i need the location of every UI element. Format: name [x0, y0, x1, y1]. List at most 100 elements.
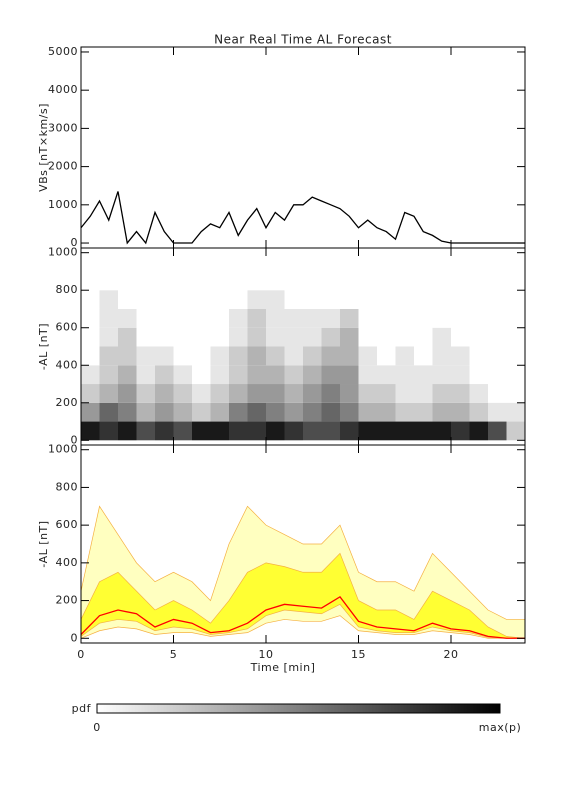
heat-cell	[266, 402, 285, 422]
heat-cell	[247, 308, 266, 328]
heat-cell	[469, 384, 488, 403]
heat-cell	[377, 308, 396, 328]
heat-cell	[247, 327, 266, 347]
heat-cell	[155, 365, 174, 385]
heat-cell	[210, 290, 229, 309]
plot-frame	[80, 444, 526, 644]
heat-cell	[451, 271, 470, 291]
heat-cell	[321, 421, 340, 441]
heat-cell	[155, 290, 174, 309]
heat-cell	[173, 290, 192, 309]
heat-cell	[173, 327, 192, 347]
heat-cell	[395, 346, 414, 366]
heat-cell	[81, 327, 100, 347]
heat-cell	[377, 346, 396, 366]
heat-cell	[321, 252, 340, 272]
heat-cell	[340, 365, 359, 385]
y-tick-label: 400	[56, 556, 79, 569]
y-tick-label: 2000	[48, 160, 78, 173]
heat-cell	[266, 271, 285, 291]
heat-cell	[340, 327, 359, 347]
heat-cell	[469, 327, 488, 347]
heat-cell	[506, 365, 525, 385]
heat-cell	[303, 402, 322, 422]
heat-cell	[358, 402, 377, 422]
y-tick-label: 3000	[48, 121, 78, 134]
heat-cell	[118, 290, 137, 309]
heat-cell	[173, 402, 192, 422]
heat-cell	[395, 421, 414, 441]
y-axis-label: VBs [nT×km/s]	[37, 103, 50, 192]
heat-cell	[173, 252, 192, 272]
heat-cell	[451, 327, 470, 347]
heat-cell	[469, 421, 488, 441]
heat-cell	[192, 290, 211, 309]
heat-cell	[99, 402, 118, 422]
heat-cell	[284, 421, 303, 441]
heat-cell	[192, 327, 211, 347]
heat-cell	[136, 365, 155, 385]
heat-cell	[266, 252, 285, 272]
y-tick-label: 800	[56, 480, 79, 493]
heat-cell	[118, 346, 137, 366]
heat-cell	[340, 384, 359, 403]
heat-cell	[173, 421, 192, 441]
heat-cell	[414, 421, 433, 441]
heat-cell	[469, 365, 488, 385]
heat-cell	[303, 421, 322, 441]
heat-cell	[432, 365, 451, 385]
heat-cell	[229, 327, 248, 347]
heat-cell	[210, 252, 229, 272]
y-tick-label: 1000	[48, 246, 78, 259]
heat-cell	[303, 327, 322, 347]
heat-cell	[414, 290, 433, 309]
heat-cell	[284, 346, 303, 366]
heat-cell	[118, 271, 137, 291]
heat-cell	[247, 365, 266, 385]
heat-cell	[340, 271, 359, 291]
x-tick-label: 10	[259, 648, 274, 661]
heat-cell	[358, 365, 377, 385]
heat-cell	[469, 346, 488, 366]
heat-cell	[192, 308, 211, 328]
heat-cell	[451, 346, 470, 366]
heat-cell	[414, 402, 433, 422]
heat-cell	[155, 402, 174, 422]
heat-cell	[451, 402, 470, 422]
heat-cell	[118, 402, 137, 422]
heat-cell	[118, 308, 137, 328]
heat-cell	[377, 252, 396, 272]
heat-cell	[210, 421, 229, 441]
heat-cell	[99, 365, 118, 385]
heat-cell	[99, 271, 118, 291]
heat-cell	[210, 308, 229, 328]
heat-cell	[506, 346, 525, 366]
heat-cell	[99, 327, 118, 347]
heat-cell	[506, 421, 525, 441]
heat-cell	[118, 421, 137, 441]
heat-cell	[358, 308, 377, 328]
heat-cell	[99, 421, 118, 441]
heat-cell	[469, 290, 488, 309]
y-tick-label: 400	[56, 358, 79, 371]
heat-cell	[377, 402, 396, 422]
heat-cell	[247, 346, 266, 366]
heat-cell	[321, 290, 340, 309]
heat-cell	[284, 271, 303, 291]
heat-cell	[192, 421, 211, 441]
heat-cell	[266, 346, 285, 366]
heat-cell	[284, 252, 303, 272]
heat-cell	[266, 327, 285, 347]
heat-cell	[432, 384, 451, 403]
heat-cell	[99, 384, 118, 403]
heat-cell	[432, 421, 451, 441]
heat-cell	[321, 384, 340, 403]
data-line	[80, 595, 525, 639]
heat-cell	[340, 421, 359, 441]
heat-cell	[358, 421, 377, 441]
y-tick-label: 200	[56, 594, 79, 607]
heat-cell	[192, 384, 211, 403]
heat-cell	[81, 384, 100, 403]
heat-cell	[321, 271, 340, 291]
heat-cell	[488, 402, 507, 422]
